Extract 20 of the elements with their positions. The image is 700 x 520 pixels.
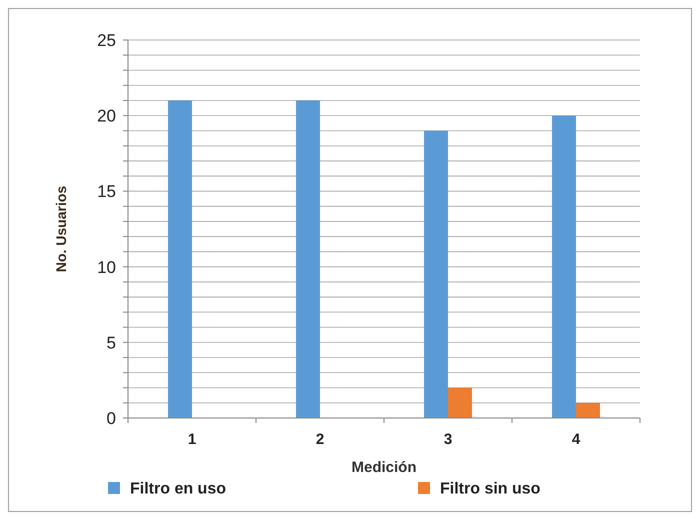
y-tick-label: 10 xyxy=(97,258,116,277)
y-tick-label: 20 xyxy=(97,106,116,126)
x-tick-label: 4 xyxy=(572,431,581,448)
y-axis-title: No. Usuarios xyxy=(53,186,69,272)
y-tick-label: 15 xyxy=(97,182,116,202)
legend-label: Filtro sin uso xyxy=(440,480,541,498)
legend-label: Filtro en uso xyxy=(130,480,226,498)
x-axis-title: Medición xyxy=(351,459,417,476)
x-tick-label: 1 xyxy=(188,431,196,448)
bar xyxy=(552,116,576,418)
bar xyxy=(168,100,192,418)
bar xyxy=(576,402,600,418)
bar xyxy=(424,130,448,418)
y-tick-label: 0 xyxy=(106,408,116,428)
y-tick-label: 25 xyxy=(97,30,116,50)
bar xyxy=(296,100,320,418)
y-tick-label: 5 xyxy=(106,333,116,352)
x-tick-label: 3 xyxy=(444,431,452,448)
bar xyxy=(448,388,472,418)
x-tick-label: 2 xyxy=(316,431,324,448)
